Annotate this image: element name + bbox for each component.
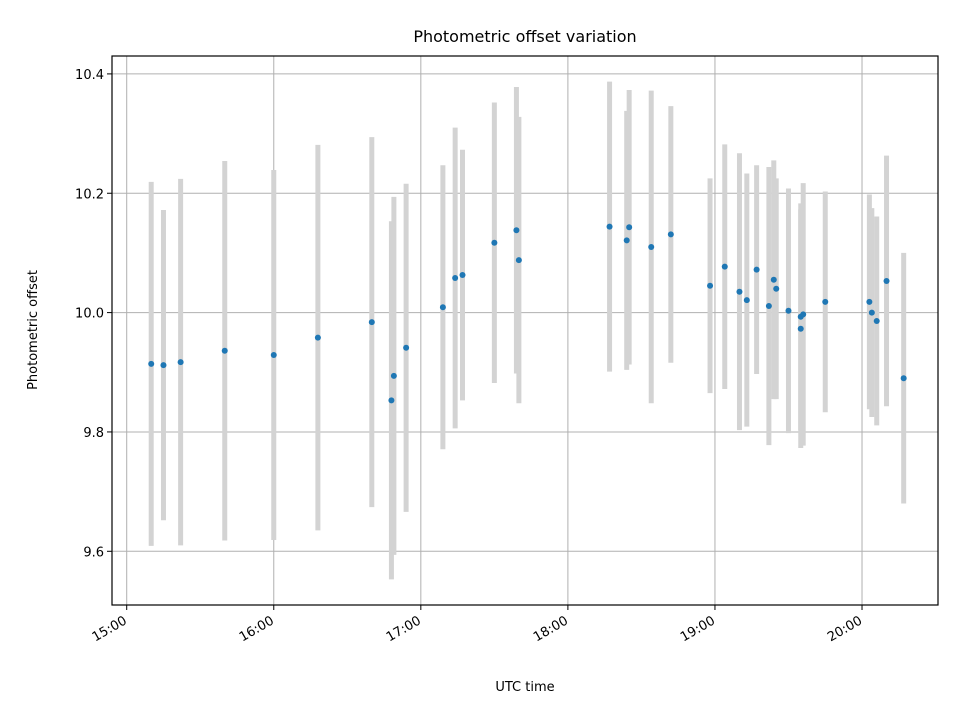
data-point bbox=[623, 237, 630, 244]
data-point bbox=[390, 372, 397, 379]
data-point bbox=[822, 298, 829, 305]
data-point bbox=[403, 344, 410, 351]
data-point bbox=[707, 282, 714, 289]
plot-frame bbox=[111, 55, 939, 606]
data-points bbox=[148, 223, 907, 404]
data-point bbox=[439, 304, 446, 311]
data-point bbox=[626, 224, 633, 231]
data-point bbox=[606, 223, 613, 230]
data-point bbox=[177, 359, 184, 366]
data-point bbox=[770, 276, 777, 283]
data-point bbox=[773, 285, 780, 292]
data-point bbox=[491, 239, 498, 246]
data-point bbox=[883, 277, 890, 284]
data-point bbox=[314, 334, 321, 341]
data-point bbox=[270, 351, 277, 358]
y-tick-label: 9.8 bbox=[83, 426, 104, 441]
y-tick-label: 10.4 bbox=[75, 68, 104, 83]
grid bbox=[112, 56, 938, 605]
chart-title: Photometric offset variation bbox=[413, 27, 636, 46]
data-point bbox=[736, 288, 743, 295]
y-tick-label: 10.0 bbox=[75, 307, 104, 322]
data-point bbox=[743, 297, 750, 304]
data-point bbox=[721, 263, 728, 270]
data-point bbox=[221, 347, 228, 354]
data-point bbox=[785, 307, 792, 314]
data-point bbox=[515, 257, 522, 264]
data-point bbox=[868, 309, 875, 316]
data-point bbox=[452, 274, 459, 281]
data-point bbox=[160, 362, 167, 369]
data-point bbox=[753, 266, 760, 273]
y-axis-label: Photometric offset bbox=[26, 270, 41, 390]
data-point bbox=[800, 311, 807, 318]
data-point bbox=[866, 298, 873, 305]
x-axis-label: UTC time bbox=[495, 680, 554, 695]
data-point bbox=[368, 319, 375, 326]
y-axis-ticks: 9.6 9.8 10.0 10.2 10.4 bbox=[75, 68, 112, 560]
data-point bbox=[648, 243, 655, 250]
y-tick-label: 9.6 bbox=[83, 545, 104, 560]
data-point bbox=[513, 227, 520, 234]
data-point bbox=[459, 272, 466, 279]
data-point bbox=[388, 397, 395, 404]
y-tick-label: 10.2 bbox=[75, 187, 104, 202]
data-point bbox=[667, 231, 674, 238]
data-point bbox=[148, 360, 155, 367]
data-point bbox=[765, 303, 772, 310]
data-point bbox=[873, 317, 880, 324]
data-point bbox=[797, 325, 804, 332]
data-point bbox=[900, 375, 907, 382]
